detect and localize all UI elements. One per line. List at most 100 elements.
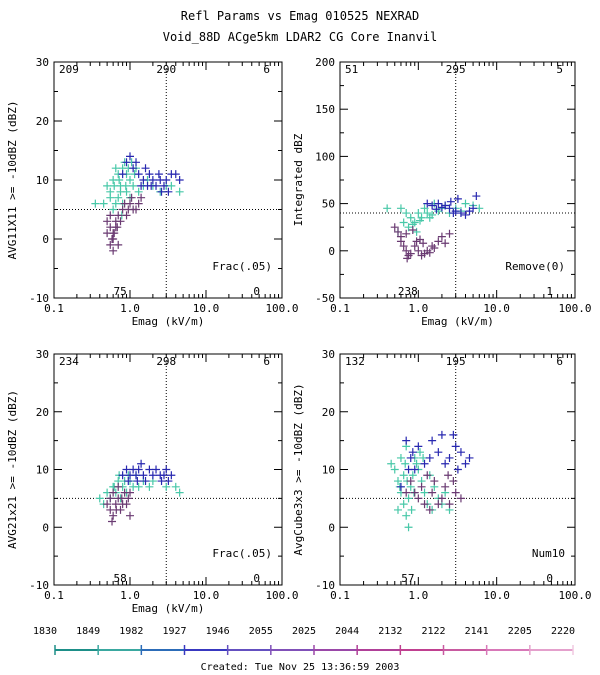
scatter-point-purple bbox=[113, 223, 122, 232]
count-bottom-center: 75 bbox=[114, 285, 127, 298]
count-top-center: 298 bbox=[156, 355, 176, 368]
scatter-point-teal bbox=[383, 204, 392, 213]
scatter-point-purple bbox=[114, 240, 123, 249]
scatter-point-teal bbox=[103, 181, 112, 190]
scatter-point-blue bbox=[432, 205, 441, 214]
y-tick-label: -10 bbox=[29, 579, 49, 592]
scatter-point-teal bbox=[412, 227, 421, 236]
scatter-point-blue bbox=[456, 209, 465, 218]
scatter-point-purple bbox=[114, 211, 123, 220]
scatter-point-teal bbox=[393, 505, 402, 514]
scatter-point-purple bbox=[126, 488, 134, 497]
scatter-point-purple bbox=[414, 494, 423, 503]
x-tick-label: 10.0 bbox=[483, 589, 510, 602]
scatter-point-teal bbox=[134, 187, 143, 196]
panel-annotation: Frac(.05) bbox=[212, 547, 272, 560]
y-tick-label: 30 bbox=[322, 348, 335, 361]
scatter-point-blue bbox=[167, 471, 176, 480]
x-tick-label: 1.0 bbox=[408, 589, 428, 602]
scatter-point-purple bbox=[109, 246, 118, 255]
scatter-point-blue bbox=[157, 477, 166, 486]
scatter-point-blue bbox=[449, 430, 458, 439]
scatter-point-blue bbox=[124, 477, 133, 486]
scatter-point-blue bbox=[148, 176, 157, 184]
scatter-point-blue bbox=[118, 170, 127, 179]
y-tick-label: 0 bbox=[42, 233, 49, 246]
scatter-point-purple bbox=[137, 193, 146, 202]
scatter-point-blue bbox=[132, 158, 141, 167]
panel-annotation: Remove(0) bbox=[505, 260, 565, 273]
scatter-point-teal bbox=[402, 209, 411, 218]
scatter-point-teal bbox=[399, 471, 408, 480]
count-bottom-right: 0 bbox=[546, 572, 553, 585]
scatter-point-purple bbox=[103, 500, 112, 509]
scatter-point-blue bbox=[159, 471, 168, 480]
scatter-point-teal bbox=[115, 176, 124, 184]
scatter-point-purple bbox=[122, 211, 131, 220]
scatter-point-teal bbox=[121, 181, 130, 190]
scatter-point-blue bbox=[402, 436, 411, 445]
scatter-point-purple bbox=[120, 199, 129, 208]
scatter-point-teal bbox=[110, 181, 119, 190]
scatter-point-blue bbox=[141, 164, 150, 173]
scatter-point-blue bbox=[453, 194, 462, 203]
count-top-center: 290 bbox=[156, 63, 176, 76]
scatter-point-blue bbox=[420, 459, 429, 468]
scatter-point-purple bbox=[449, 477, 458, 486]
colorbar-label: 2141 bbox=[465, 626, 489, 637]
y-axis-label: AVG11X11 >= -10dBZ (dBZ) bbox=[6, 101, 19, 260]
scatter-panel-2: 0.1 1.0 10.0 100.0 -50 0 50 100 150 200 Emag (kV/m… bbox=[292, 56, 592, 328]
scatter-point-purple bbox=[393, 227, 402, 236]
scatter-point-blue bbox=[152, 465, 161, 474]
count-top-center: 295 bbox=[446, 63, 466, 76]
y-tick-label: 20 bbox=[322, 406, 335, 419]
scatter-panel-1: 0.1 1.0 10.0 100.0 -10 0 10 20 30 Emag (kV/m) AVG1… bbox=[6, 56, 299, 328]
panel-annotation: Frac(.05) bbox=[212, 260, 272, 273]
scatter-point-teal bbox=[95, 494, 104, 503]
scatter-point-blue bbox=[164, 187, 173, 196]
count-bottom-right: 0 bbox=[253, 285, 260, 298]
x-tick-label: 10.0 bbox=[483, 302, 510, 315]
scatter-point-purple bbox=[425, 248, 434, 257]
y-tick-label: -10 bbox=[29, 292, 49, 305]
scatter-point-teal bbox=[415, 216, 424, 225]
colorbar-label: 2122 bbox=[421, 626, 445, 637]
scatter-point-purple bbox=[417, 482, 426, 491]
scatter-point-purple bbox=[106, 240, 115, 249]
scatter-point-purple bbox=[114, 482, 123, 491]
scatter-point-purple bbox=[122, 500, 131, 509]
scatter-point-purple bbox=[112, 505, 121, 514]
colorbar-label: 2055 bbox=[249, 626, 273, 637]
scatter-point-purple bbox=[108, 517, 117, 526]
scatter-point-blue bbox=[445, 453, 454, 462]
scatter-point-teal bbox=[419, 453, 428, 462]
x-tick-label: 100.0 bbox=[558, 589, 591, 602]
colorbar-label: 2132 bbox=[378, 626, 402, 637]
scatter-point-blue bbox=[445, 204, 454, 213]
scatter-point-purple bbox=[410, 488, 419, 497]
scatter-point-teal bbox=[175, 488, 184, 497]
scatter-point-purple bbox=[399, 242, 408, 251]
y-tick-label: 0 bbox=[328, 245, 335, 258]
scatter-point-blue bbox=[141, 477, 150, 486]
scatter-point-blue bbox=[414, 442, 423, 451]
y-tick-label: 0 bbox=[328, 521, 335, 534]
scatter-point-blue bbox=[451, 442, 460, 451]
scatter-point-teal bbox=[420, 488, 429, 497]
scatter-point-teal bbox=[412, 459, 421, 468]
scatter-point-blue bbox=[175, 176, 184, 184]
scatter-point-blue bbox=[461, 210, 470, 219]
scatter-point-blue bbox=[159, 181, 168, 190]
count-top-left: 51 bbox=[345, 63, 358, 76]
scatter-point-purple bbox=[108, 235, 117, 243]
scatter-point-purple bbox=[445, 229, 454, 238]
scatter-point-teal bbox=[401, 459, 410, 468]
colorbar-label: 2044 bbox=[335, 626, 359, 637]
scatter-point-purple bbox=[444, 471, 453, 480]
scatter-point-purple bbox=[127, 193, 136, 202]
scatter-point-teal bbox=[171, 482, 180, 491]
x-tick-label: 100.0 bbox=[558, 302, 591, 315]
scatter-point-teal bbox=[402, 511, 411, 520]
